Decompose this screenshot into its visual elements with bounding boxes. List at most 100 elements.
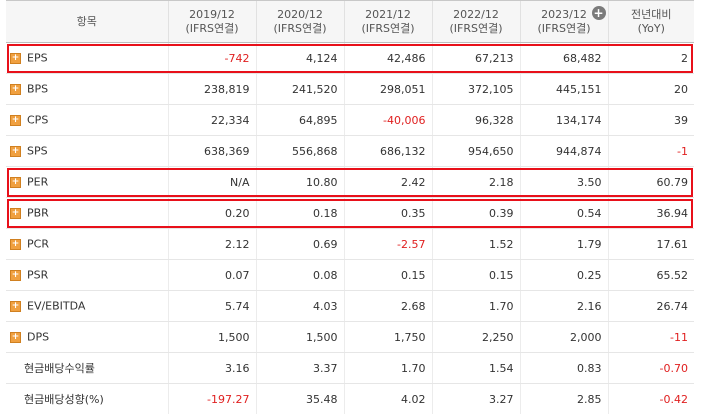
cell-value: 2 <box>681 51 688 65</box>
row-label-cell: 현금배당수익률 <box>6 352 168 384</box>
header-basis-label: (IFRS연결) <box>185 21 239 35</box>
cell-value: 372,105 <box>468 82 514 96</box>
row-label-cell[interactable]: + DPS <box>6 321 168 353</box>
row-label-cell[interactable]: + BPS <box>6 73 168 105</box>
header-period-2021: 2021/12 (IFRS연결) <box>343 0 432 43</box>
value-cell: 0.54 <box>519 197 608 229</box>
value-cell: 4,124 <box>255 42 344 74</box>
value-cell: 3.37 <box>255 352 344 384</box>
header-period-label: 2021/12 <box>365 7 411 21</box>
header-period-label: 2019/12 <box>189 7 235 21</box>
expand-plus-icon[interactable]: + <box>10 52 21 64</box>
row-label-cell[interactable]: + PCR <box>6 228 168 260</box>
cell-value: 0.07 <box>225 268 250 282</box>
expand-plus-icon[interactable]: + <box>10 331 21 343</box>
cell-value: 3.37 <box>313 361 338 375</box>
value-cell: 96,328 <box>431 104 520 136</box>
cell-value: -0.42 <box>659 392 688 406</box>
table-row-pcr[interactable]: + PCR 2.12 0.69 -2.57 1.52 1.79 17.61 <box>6 228 694 260</box>
value-cell: 0.83 <box>519 352 608 384</box>
table-row-cps[interactable]: + CPS 22,334 64,895 -40,006 96,328 134,174 39 <box>6 104 694 136</box>
table-row-ev-ebitda[interactable]: + EV/EBITDA 5.74 4.03 2.68 1.70 2.16 26.74 <box>6 290 694 322</box>
yoy-cell: 65.52 <box>607 259 694 291</box>
cell-value: 1.70 <box>489 299 514 313</box>
value-cell: 3.16 <box>167 352 256 384</box>
table-row-bps[interactable]: + BPS 238,819 241,520 298,051 372,105 445,151 2… <box>6 73 694 105</box>
row-label-cell[interactable]: + PSR <box>6 259 168 291</box>
table-header-row: 항목 2019/12 (IFRS연결) 2020/12 (IFRS연결) 202… <box>6 0 694 43</box>
cell-value: 3.27 <box>489 392 514 406</box>
cell-value: 0.54 <box>577 206 602 220</box>
expand-plus-icon[interactable]: + <box>10 83 21 95</box>
value-cell: 1.79 <box>519 228 608 260</box>
expand-plus-icon[interactable]: + <box>10 300 21 312</box>
row-label: CPS <box>27 113 49 127</box>
header-period-label: 2020/12 <box>277 7 323 21</box>
value-cell: 2.12 <box>167 228 256 260</box>
table-row-eps[interactable]: + EPS -742 4,124 42,486 67,213 68,482 2 <box>6 42 694 74</box>
row-label-cell[interactable]: + PER <box>6 166 168 198</box>
expand-plus-icon[interactable]: + <box>10 238 21 250</box>
value-cell: 5.74 <box>167 290 256 322</box>
table-row-per[interactable]: + PER N/A 10.80 2.42 2.18 3.50 60.79 <box>6 166 694 198</box>
cell-value: 39 <box>674 113 688 127</box>
cell-value: 65.52 <box>656 268 689 282</box>
cell-value: 0.25 <box>577 268 602 282</box>
value-cell: 1.70 <box>431 290 520 322</box>
expand-plus-icon[interactable]: + <box>10 145 21 157</box>
cell-value: 10.80 <box>306 175 338 189</box>
value-cell: 1.70 <box>343 352 432 384</box>
cell-value: 298,051 <box>380 82 426 96</box>
plus-circle-icon[interactable]: + <box>591 6 606 20</box>
cell-value: 2.68 <box>401 299 426 313</box>
cell-value: 2.85 <box>577 392 602 406</box>
expand-plus-icon[interactable]: + <box>10 207 21 219</box>
yoy-cell: -0.70 <box>607 352 694 384</box>
cell-value: 2,000 <box>570 330 602 344</box>
table-row-pbr[interactable]: + PBR 0.20 0.18 0.35 0.39 0.54 36.94 <box>6 197 694 229</box>
cell-value: 0.20 <box>225 206 250 220</box>
row-label-cell[interactable]: + EPS <box>6 42 168 74</box>
cell-value: 238,819 <box>204 82 250 96</box>
cell-value: 35.48 <box>306 392 338 406</box>
cell-value: 64,895 <box>299 113 338 127</box>
expand-plus-icon[interactable]: + <box>10 176 21 188</box>
row-label-cell: 현금배당성향(%) <box>6 383 168 414</box>
value-cell: 22,334 <box>167 104 256 136</box>
expand-plus-icon[interactable]: + <box>10 114 21 126</box>
cell-value: 67,213 <box>475 51 514 65</box>
cell-value: 26.74 <box>656 299 689 313</box>
cell-value: N/A <box>230 175 250 189</box>
row-label: PCR <box>27 237 49 251</box>
value-cell: 0.25 <box>519 259 608 291</box>
value-cell: -2.57 <box>343 228 432 260</box>
expand-plus-icon[interactable]: + <box>10 269 21 281</box>
row-label: PBR <box>27 206 49 220</box>
table-row-psr[interactable]: + PSR 0.07 0.08 0.15 0.15 0.25 65.52 <box>6 259 694 291</box>
value-cell: 1.52 <box>431 228 520 260</box>
header-yoy-sublabel: (YoY) <box>637 21 665 35</box>
value-cell: 1,750 <box>343 321 432 353</box>
row-label-cell[interactable]: + PBR <box>6 197 168 229</box>
financial-ratio-table: 항목 2019/12 (IFRS연결) 2020/12 (IFRS연결) 202… <box>6 0 694 414</box>
row-label: EPS <box>27 51 48 65</box>
cell-value: 3.16 <box>225 361 250 375</box>
value-cell: -742 <box>167 42 256 74</box>
row-label-cell[interactable]: + CPS <box>6 104 168 136</box>
header-period-2023: 2023/12 (IFRS연결) + <box>519 0 608 43</box>
cell-value: 2,250 <box>482 330 514 344</box>
row-label-cell[interactable]: + SPS <box>6 135 168 167</box>
cell-value: 60.79 <box>656 175 689 189</box>
header-period-label: 2022/12 <box>453 7 499 21</box>
value-cell: 372,105 <box>431 73 520 105</box>
table-row-dps[interactable]: + DPS 1,500 1,500 1,750 2,250 2,000 -11 <box>6 321 694 353</box>
row-label-cell[interactable]: + EV/EBITDA <box>6 290 168 322</box>
cell-value: -1 <box>677 144 688 158</box>
value-cell: N/A <box>167 166 256 198</box>
value-cell: 638,369 <box>167 135 256 167</box>
yoy-cell: -11 <box>607 321 694 353</box>
value-cell: 298,051 <box>343 73 432 105</box>
cell-value: 4.02 <box>401 392 426 406</box>
table-row-sps[interactable]: + SPS 638,369 556,868 686,132 954,650 944,874 -… <box>6 135 694 167</box>
